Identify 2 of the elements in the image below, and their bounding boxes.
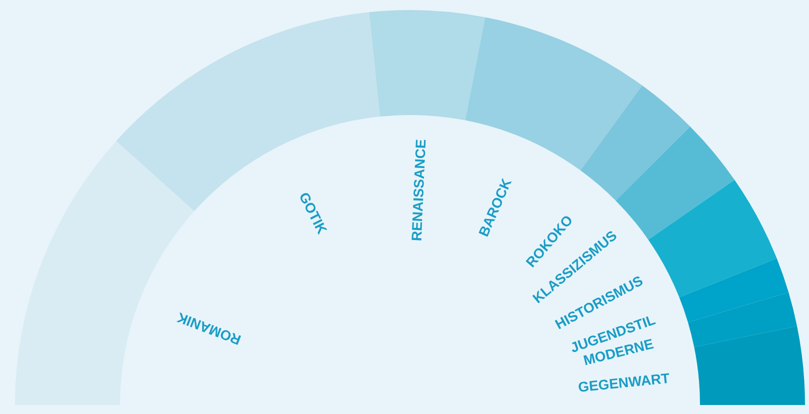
slice-label: GEGENWART — [577, 370, 671, 395]
slice-label: RENAISSANCE — [408, 138, 429, 242]
